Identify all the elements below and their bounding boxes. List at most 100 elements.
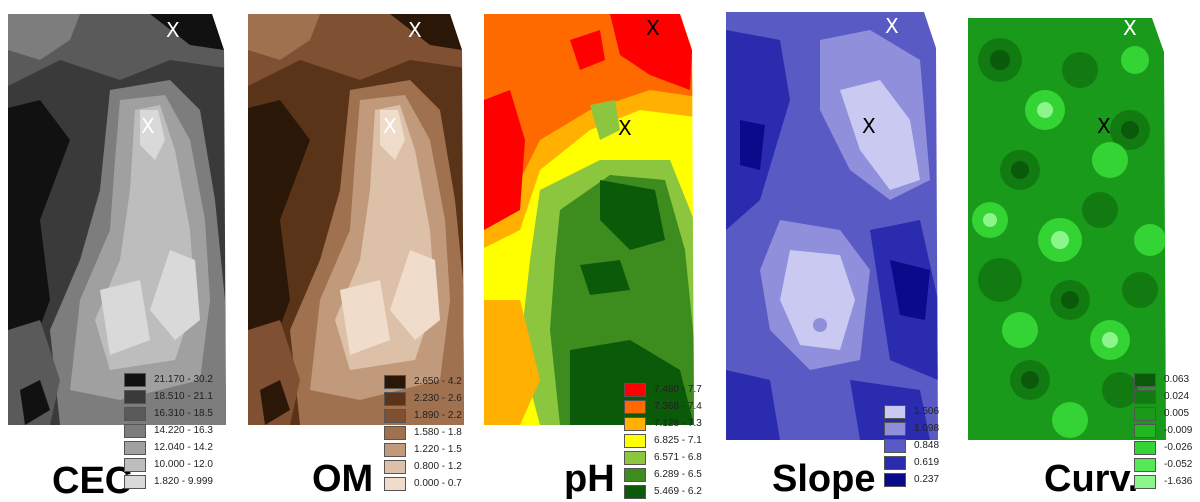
legend-swatch (624, 417, 646, 431)
curv-map (968, 18, 1166, 440)
slope-panel: X X Slope 1.506 1.098 0.848 0.619 0.237 (720, 0, 960, 501)
legend-swatch (624, 451, 646, 465)
legend-item: 2.230 - 2.6 (384, 391, 462, 407)
legend-item: -0.052 (1134, 457, 1192, 473)
legend-swatch (1134, 390, 1156, 404)
legend-item: -0.026 (1134, 440, 1192, 456)
legend-label: 0.800 - 1.2 (414, 461, 462, 472)
legend-swatch (384, 460, 406, 474)
legend-swatch (124, 458, 146, 472)
legend-swatch (384, 375, 406, 389)
ph-marker-mid: X (618, 116, 632, 140)
legend-item: 0.619 (884, 455, 939, 471)
legend-item: 5.469 - 6.2 (624, 484, 702, 500)
legend-swatch (1134, 441, 1156, 455)
legend-swatch (624, 434, 646, 448)
legend-swatch (384, 409, 406, 423)
curv-panel: X X Curv. 0.063 0.024 0.005 -0.009 -0.02… (960, 0, 1200, 501)
legend-label: -0.009 (1164, 425, 1193, 436)
legend-item: 0.848 (884, 438, 939, 454)
legend-swatch (624, 485, 646, 499)
legend-label: 0.237 (914, 474, 940, 485)
legend-swatch (1134, 475, 1156, 489)
legend-label: 0.000 - 0.7 (414, 478, 462, 489)
legend-label: 0.005 (1164, 408, 1190, 419)
ph-map (484, 14, 694, 425)
curv-marker-mid: X (1097, 114, 1111, 138)
om-panel: X X OM 2.650 - 4.2 2.230 - 2.6 1.890 - 2… (240, 0, 480, 501)
legend-label: 0.619 (914, 457, 940, 468)
legend-item: -0.009 (1134, 423, 1192, 439)
cec-marker-mid: X (141, 114, 155, 138)
legend-item: 7.480 - 7.7 (624, 382, 702, 398)
legend-swatch (384, 392, 406, 406)
legend-label: 6.289 - 6.5 (654, 469, 702, 480)
legend-item: 18.510 - 21.1 (124, 389, 213, 405)
curv-legend: 0.063 0.024 0.005 -0.009 -0.026 -0.052 -… (1134, 372, 1192, 491)
legend-label: 10.000 - 12.0 (154, 459, 213, 470)
legend-item: 0.063 (1134, 372, 1192, 388)
legend-label: 1.890 - 2.2 (414, 410, 462, 421)
ph-panel: X X pH 7.480 - 7.7 7.368 - 7.4 7.128 - 7… (480, 0, 720, 501)
legend-item: 1.506 (884, 404, 939, 420)
slope-map (726, 12, 938, 440)
legend-item: 16.310 - 18.5 (124, 406, 213, 422)
legend-swatch (384, 443, 406, 457)
legend-label: -0.026 (1164, 442, 1193, 453)
legend-swatch (884, 473, 906, 487)
legend-item: 14.220 - 16.3 (124, 423, 213, 439)
legend-label: 7.480 - 7.7 (654, 384, 702, 395)
legend-swatch (624, 468, 646, 482)
legend-item: 0.024 (1134, 389, 1192, 405)
legend-label: 6.825 - 7.1 (654, 435, 702, 446)
cec-panel: X X CEC 21.170 - 30.2 18.510 - 21.1 16.3… (0, 0, 240, 501)
cec-map (8, 14, 226, 425)
legend-label: 0.848 (914, 440, 940, 451)
legend-item: 6.289 - 6.5 (624, 467, 702, 483)
legend-label: 1.820 - 9.999 (154, 476, 213, 487)
legend-label: -1.636 (1164, 476, 1193, 487)
curv-title: Curv. (1044, 458, 1139, 500)
legend-item: 1.890 - 2.2 (384, 408, 462, 424)
legend-label: 1.506 (914, 406, 940, 417)
legend-item: 12.040 - 14.2 (124, 440, 213, 456)
legend-label: 1.580 - 1.8 (414, 427, 462, 438)
legend-label: 14.220 - 16.3 (154, 425, 213, 436)
legend-label: 7.368 - 7.4 (654, 401, 702, 412)
legend-swatch (884, 439, 906, 453)
legend-swatch (124, 424, 146, 438)
legend-item: 7.128 - 7.3 (624, 416, 702, 432)
legend-item: 0.000 - 0.7 (384, 476, 462, 492)
legend-swatch (624, 400, 646, 414)
legend-swatch (384, 477, 406, 491)
legend-item: 0.005 (1134, 406, 1192, 422)
legend-item: 1.820 - 9.999 (124, 474, 213, 490)
ph-title: pH (564, 458, 615, 500)
legend-item: 1.098 (884, 421, 939, 437)
legend-item: 2.650 - 4.2 (384, 374, 462, 390)
curv-marker-top: X (1123, 16, 1137, 40)
legend-label: 18.510 - 21.1 (154, 391, 213, 402)
ph-legend: 7.480 - 7.7 7.368 - 7.4 7.128 - 7.3 6.82… (624, 382, 702, 501)
legend-item: 1.220 - 1.5 (384, 442, 462, 458)
legend-swatch (884, 456, 906, 470)
om-marker-mid: X (383, 114, 397, 138)
legend-swatch (384, 426, 406, 440)
om-legend: 2.650 - 4.2 2.230 - 2.6 1.890 - 2.2 1.58… (384, 374, 462, 493)
legend-label: 0.063 (1164, 374, 1190, 385)
legend-swatch (124, 441, 146, 455)
legend-label: 6.571 - 6.8 (654, 452, 702, 463)
legend-item: 7.368 - 7.4 (624, 399, 702, 415)
legend-swatch (124, 373, 146, 387)
slope-marker-top: X (885, 14, 899, 38)
slope-title: Slope (772, 458, 876, 500)
legend-item: 10.000 - 12.0 (124, 457, 213, 473)
om-map (248, 14, 464, 425)
legend-item: 0.800 - 1.2 (384, 459, 462, 475)
legend-label: 16.310 - 18.5 (154, 408, 213, 419)
legend-swatch (124, 475, 146, 489)
om-title: OM (312, 458, 374, 500)
cec-title: CEC (52, 460, 133, 502)
cec-legend: 21.170 - 30.2 18.510 - 21.1 16.310 - 18.… (124, 372, 213, 491)
legend-label: 7.128 - 7.3 (654, 418, 702, 429)
